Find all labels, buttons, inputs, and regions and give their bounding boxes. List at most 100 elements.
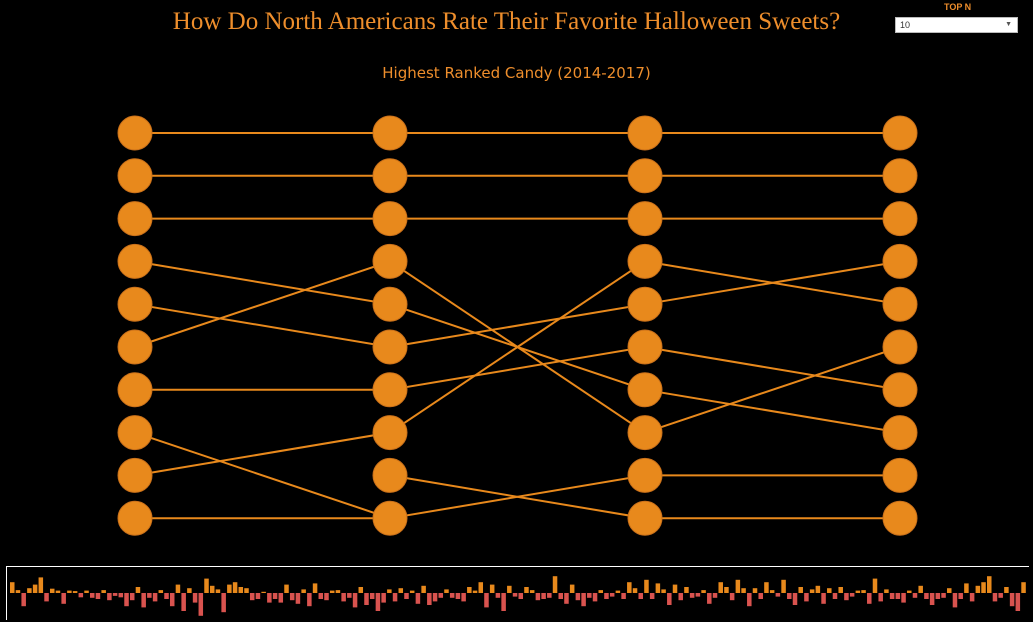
bump-node[interactable] — [117, 372, 153, 408]
mini-bar — [895, 593, 901, 599]
mini-bar — [461, 593, 466, 602]
mini-bar — [827, 588, 832, 593]
mini-bar — [507, 585, 512, 593]
dropdown-arrow-icon: ▼ — [1005, 21, 1012, 28]
bump-node[interactable] — [882, 372, 918, 408]
bump-node[interactable] — [117, 329, 153, 365]
mini-bar — [272, 593, 278, 599]
mini-bar — [478, 582, 484, 593]
mini-bar — [958, 593, 963, 599]
bump-node[interactable] — [882, 286, 918, 322]
mini-bar — [872, 578, 878, 593]
bump-node[interactable] — [117, 286, 153, 322]
bump-node[interactable] — [372, 329, 408, 365]
mini-bar — [249, 593, 255, 601]
bump-node[interactable] — [372, 415, 408, 451]
bump-node[interactable] — [117, 500, 153, 536]
bump-node[interactable] — [627, 243, 663, 279]
mini-bar — [752, 588, 758, 593]
mini-bar — [707, 593, 712, 604]
mini-bar — [67, 590, 72, 593]
bump-link — [134, 260, 391, 306]
bump-node[interactable] — [627, 286, 663, 322]
mini-bar — [655, 583, 661, 593]
bump-node[interactable] — [372, 243, 408, 279]
mini-bar — [415, 593, 421, 604]
bump-node[interactable] — [372, 201, 408, 237]
bump-node[interactable] — [882, 115, 918, 151]
bump-node[interactable] — [882, 500, 918, 536]
mini-bar — [232, 582, 238, 593]
bump-node[interactable] — [372, 457, 408, 493]
mini-bar — [781, 579, 786, 593]
bump-node[interactable] — [627, 158, 663, 194]
mini-bar — [667, 593, 672, 605]
mini-bar — [764, 582, 769, 593]
bump-link — [644, 388, 901, 434]
mini-bar — [267, 593, 272, 603]
bump-node[interactable] — [372, 372, 408, 408]
mini-bar — [289, 593, 295, 601]
mini-bar — [32, 584, 38, 593]
mini-bar — [501, 593, 506, 611]
bump-node[interactable] — [372, 286, 408, 322]
bump-node[interactable] — [117, 457, 153, 493]
mini-bar — [861, 590, 866, 593]
bump-node[interactable] — [882, 457, 918, 493]
mini-bar — [609, 593, 615, 597]
mini-bar — [95, 593, 101, 599]
bump-node[interactable] — [882, 158, 918, 194]
mini-bar — [769, 590, 775, 593]
mini-bar — [1015, 593, 1021, 611]
mini-bar — [992, 593, 998, 602]
mini-bar — [409, 590, 415, 593]
bump-node[interactable] — [372, 158, 408, 194]
mini-bar — [335, 590, 341, 593]
mini-bar — [575, 593, 581, 601]
mini-bar — [964, 583, 969, 593]
bump-node[interactable] — [627, 329, 663, 365]
mini-bar — [627, 582, 632, 593]
mini-bar — [718, 582, 723, 593]
mini-bar — [855, 590, 861, 593]
bump-node[interactable] — [372, 115, 408, 151]
mini-bar — [969, 593, 975, 602]
mini-bar — [615, 590, 621, 593]
bump-node[interactable] — [627, 201, 663, 237]
bump-node[interactable] — [882, 329, 918, 365]
mini-bar — [301, 589, 306, 593]
bump-node[interactable] — [372, 500, 408, 536]
mini-bar — [598, 590, 603, 593]
mini-bar — [10, 582, 15, 593]
bump-node[interactable] — [117, 158, 153, 194]
bump-link — [389, 303, 646, 348]
mini-bar — [918, 585, 923, 593]
mini-bar — [404, 593, 409, 599]
mini-bar — [198, 593, 204, 616]
top-n-dropdown[interactable]: 10 ▼ — [895, 17, 1018, 33]
bump-node[interactable] — [117, 415, 153, 451]
bump-node[interactable] — [882, 201, 918, 237]
bump-node[interactable] — [882, 415, 918, 451]
bump-node[interactable] — [627, 415, 663, 451]
chart-title: How Do North Americans Rate Their Favori… — [172, 8, 841, 35]
mini-bar — [484, 593, 489, 608]
mini-bar — [792, 593, 798, 605]
bump-node[interactable] — [627, 372, 663, 408]
bump-node[interactable] — [627, 500, 663, 536]
bump-nodes — [117, 115, 918, 536]
bump-links — [134, 132, 901, 520]
bump-node[interactable] — [627, 115, 663, 151]
bump-node[interactable] — [627, 457, 663, 493]
mini-bar — [444, 589, 449, 593]
mini-bar — [495, 593, 501, 598]
mini-bar — [678, 593, 683, 601]
bump-node[interactable] — [117, 243, 153, 279]
mini-bar — [72, 591, 78, 593]
mini-bar — [38, 577, 44, 593]
mini-bar — [935, 593, 941, 599]
bump-node[interactable] — [882, 243, 918, 279]
bump-node[interactable] — [117, 115, 153, 151]
bump-node[interactable] — [117, 201, 153, 237]
mini-bar — [352, 593, 358, 608]
